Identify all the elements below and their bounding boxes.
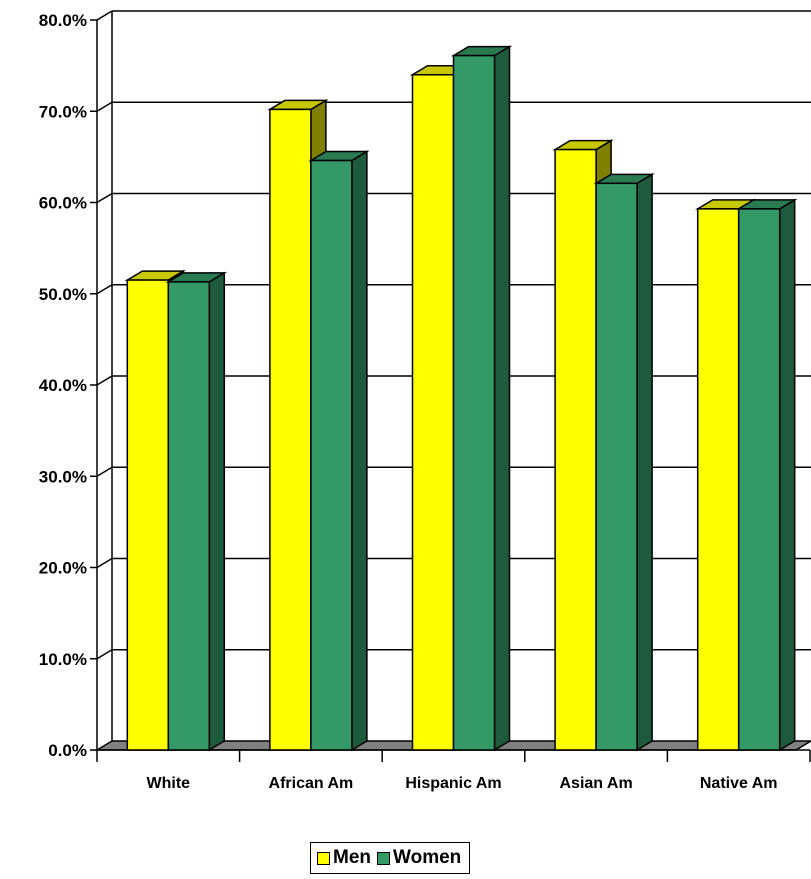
bar-women-white <box>165 271 228 752</box>
gridline-connector <box>96 284 113 295</box>
bar-side <box>493 45 511 752</box>
bar-side <box>636 173 653 752</box>
bar-side <box>778 198 796 752</box>
bar-side <box>208 271 226 752</box>
bar-chart: 0.0% 10.0% 20.0% 30.0% 40.0% 50.0% 60.0% 70.0% 8… <box>39 10 811 792</box>
bar-front <box>696 208 740 751</box>
x-tick-label-native-am: Native Am <box>700 775 778 792</box>
gridline-connector <box>96 466 113 477</box>
bar-women-native-am <box>735 198 798 752</box>
bar-side <box>351 150 368 752</box>
legend-item-women: Women <box>377 847 461 869</box>
bar-women-asian-am <box>593 173 655 752</box>
axis-labels: 0.0% 10.0% 20.0% 30.0% 40.0% 50.0% 60.0% 70.0% 8… <box>39 11 778 792</box>
gridline-connector <box>96 649 113 660</box>
legend-label-women: Women <box>393 847 462 868</box>
y-tick-label: 0.0% <box>48 741 87 760</box>
gridline-connector <box>96 375 113 386</box>
y-tick-label: 40.0% <box>39 376 87 395</box>
y-tick-label: 10.0% <box>39 650 87 669</box>
bar-front <box>269 108 312 751</box>
bar-women-hispanic-am <box>450 45 513 752</box>
y-tick-label: 20.0% <box>39 559 87 578</box>
bar-front <box>554 148 597 751</box>
y-tick-label: 70.0% <box>39 102 87 121</box>
bar-front <box>167 281 211 751</box>
gridline-connector <box>96 557 113 569</box>
legend: Men Women <box>310 842 471 874</box>
y-tick-label: 60.0% <box>39 194 87 213</box>
legend-label-men: Men <box>333 847 371 868</box>
gridline-connector <box>96 10 113 21</box>
bar-front <box>126 279 170 751</box>
x-tick-label-asian-am: Asian Am <box>559 775 632 792</box>
legend-item-men: Men <box>317 847 371 869</box>
x-tick-label-hispanic-am: Hispanic Am <box>405 775 501 792</box>
bar-front <box>411 74 455 751</box>
bar-front <box>310 159 353 751</box>
x-tick-label-african-am: African Am <box>269 775 354 792</box>
bar-front <box>737 208 781 751</box>
bars <box>124 45 798 752</box>
y-tick-label: 30.0% <box>39 467 87 486</box>
y-tick-label: 50.0% <box>39 285 87 304</box>
x-tick-label-white: White <box>147 775 191 792</box>
legend-swatch-women <box>377 851 390 865</box>
y-tick-label: 80.0% <box>39 11 87 30</box>
gridline-connector <box>96 192 113 204</box>
bar-front <box>452 54 496 751</box>
legend-swatch-men <box>317 851 330 865</box>
gridline-connector <box>96 101 113 112</box>
bar-front <box>595 182 638 751</box>
bar-women-african-am <box>308 150 370 752</box>
